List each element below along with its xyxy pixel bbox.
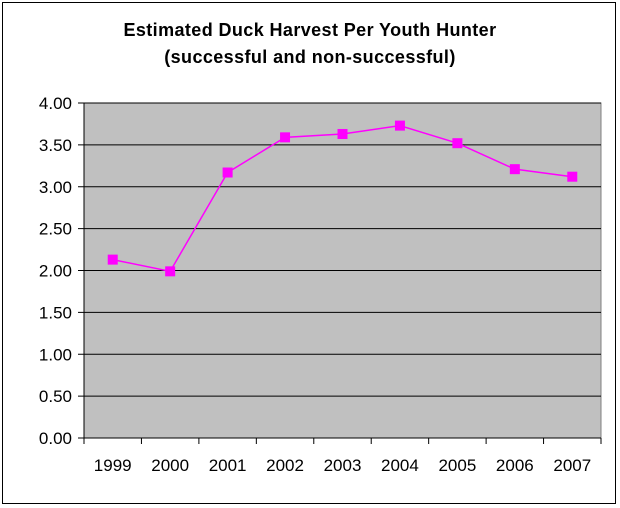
y-tick-label: 3.00 <box>39 178 72 197</box>
x-tick-label: 2001 <box>209 456 247 475</box>
x-tick-label: 2002 <box>266 456 304 475</box>
chart-title: Estimated Duck Harvest Per Youth Hunter <box>123 20 497 40</box>
y-tick-label: 3.50 <box>39 136 72 155</box>
y-tick-label: 1.00 <box>39 345 72 364</box>
y-tick-label: 4.00 <box>39 94 72 113</box>
x-tick-label: 2006 <box>496 456 534 475</box>
data-point <box>165 266 176 277</box>
data-point <box>222 167 233 178</box>
data-point <box>337 128 348 139</box>
data-point <box>509 164 520 175</box>
x-tick-label: 2000 <box>151 456 189 475</box>
data-point <box>280 132 291 143</box>
x-tick-label: 1999 <box>94 456 132 475</box>
data-point <box>452 138 463 149</box>
y-tick-label: 0.50 <box>39 387 72 406</box>
y-tick-label: 1.50 <box>39 303 72 322</box>
chart-subtitle: (successful and non-successful) <box>164 47 456 67</box>
y-tick-label: 2.50 <box>39 220 72 239</box>
x-tick-label: 2003 <box>324 456 362 475</box>
y-tick-label: 2.00 <box>39 262 72 281</box>
data-point <box>567 171 578 182</box>
x-tick-label: 2004 <box>381 456 419 475</box>
data-point <box>394 120 405 131</box>
x-tick-label: 2005 <box>438 456 476 475</box>
y-tick-label: 0.00 <box>39 429 72 448</box>
data-point <box>107 254 118 265</box>
x-tick-label: 2007 <box>553 456 591 475</box>
